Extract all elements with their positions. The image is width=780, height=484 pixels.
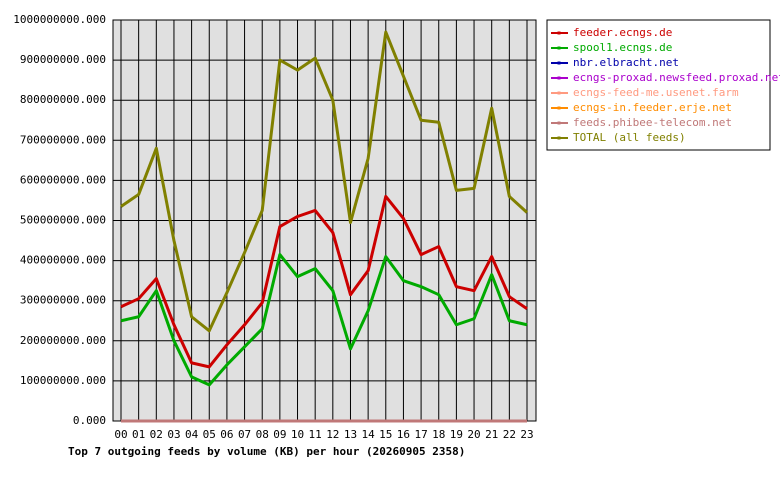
x-tick-label: 15 [379,428,392,441]
x-tick-label: 12 [326,428,339,441]
y-tick-label: 600000000.000 [20,173,106,186]
y-tick-label: 200000000.000 [20,334,106,347]
x-tick-label: 08 [256,428,269,441]
y-tick-label: 900000000.000 [20,53,106,66]
x-tick-label: 18 [432,428,445,441]
y-tick-label: 500000000.000 [20,214,106,227]
x-tick-label: 23 [520,428,533,441]
legend-marker [557,46,561,50]
x-tick-label: 05 [203,428,216,441]
x-tick-label: 04 [185,428,199,441]
x-tick-label: 06 [220,428,233,441]
legend-marker [557,121,561,125]
y-tick-label: 300000000.000 [20,294,106,307]
legend-marker [557,31,561,35]
x-tick-label: 07 [238,428,251,441]
x-tick-label: 16 [397,428,410,441]
legend-marker [557,76,561,80]
legend-marker [557,61,561,65]
legend-label: feeder.ecngs.de [573,26,672,39]
y-tick-label: 100000000.000 [20,374,106,387]
legend-label: ecngs-feed-me.usenet.farm [573,86,739,99]
y-tick-label: 1000000000.000 [13,13,106,26]
legend-label: feeds.phibee-telecom.net [573,116,732,129]
x-tick-label: 21 [485,428,498,441]
x-tick-label: 09 [273,428,286,441]
series-line [120,253,528,387]
y-tick-label: 400000000.000 [20,254,106,267]
legend-box [546,19,771,151]
x-tick-label: 22 [503,428,516,441]
y-tick-label: 0.000 [73,414,106,427]
series-line [120,194,528,369]
legend-label: nbr.elbracht.net [573,56,679,69]
legend-marker [557,91,561,95]
series-line [120,30,529,333]
chart-title: Top 7 outgoing feeds by volume (KB) per … [68,445,465,458]
x-tick-label: 13 [344,428,357,441]
x-tick-label: 20 [467,428,480,441]
legend-label: ecngs-in.feeder.erje.net [573,101,732,114]
x-tick-label: 10 [291,428,304,441]
legend-marker [557,136,561,140]
x-tick-label: 11 [309,428,322,441]
x-tick-label: 02 [150,428,163,441]
y-tick-label: 800000000.000 [20,93,106,106]
y-tick-label: 700000000.000 [20,133,106,146]
x-tick-label: 17 [414,428,427,441]
x-tick-label: 19 [450,428,463,441]
legend-label: spool1.ecngs.de [573,41,672,54]
x-tick-label: 14 [362,428,376,441]
legend-label: TOTAL (all feeds) [573,131,686,144]
x-tick-label: 03 [167,428,180,441]
x-tick-label: 00 [114,428,127,441]
x-tick-label: 01 [132,428,145,441]
legend-marker [557,106,561,110]
legend-label: ecngs-proxad.newsfeed.proxad.net [573,71,780,84]
